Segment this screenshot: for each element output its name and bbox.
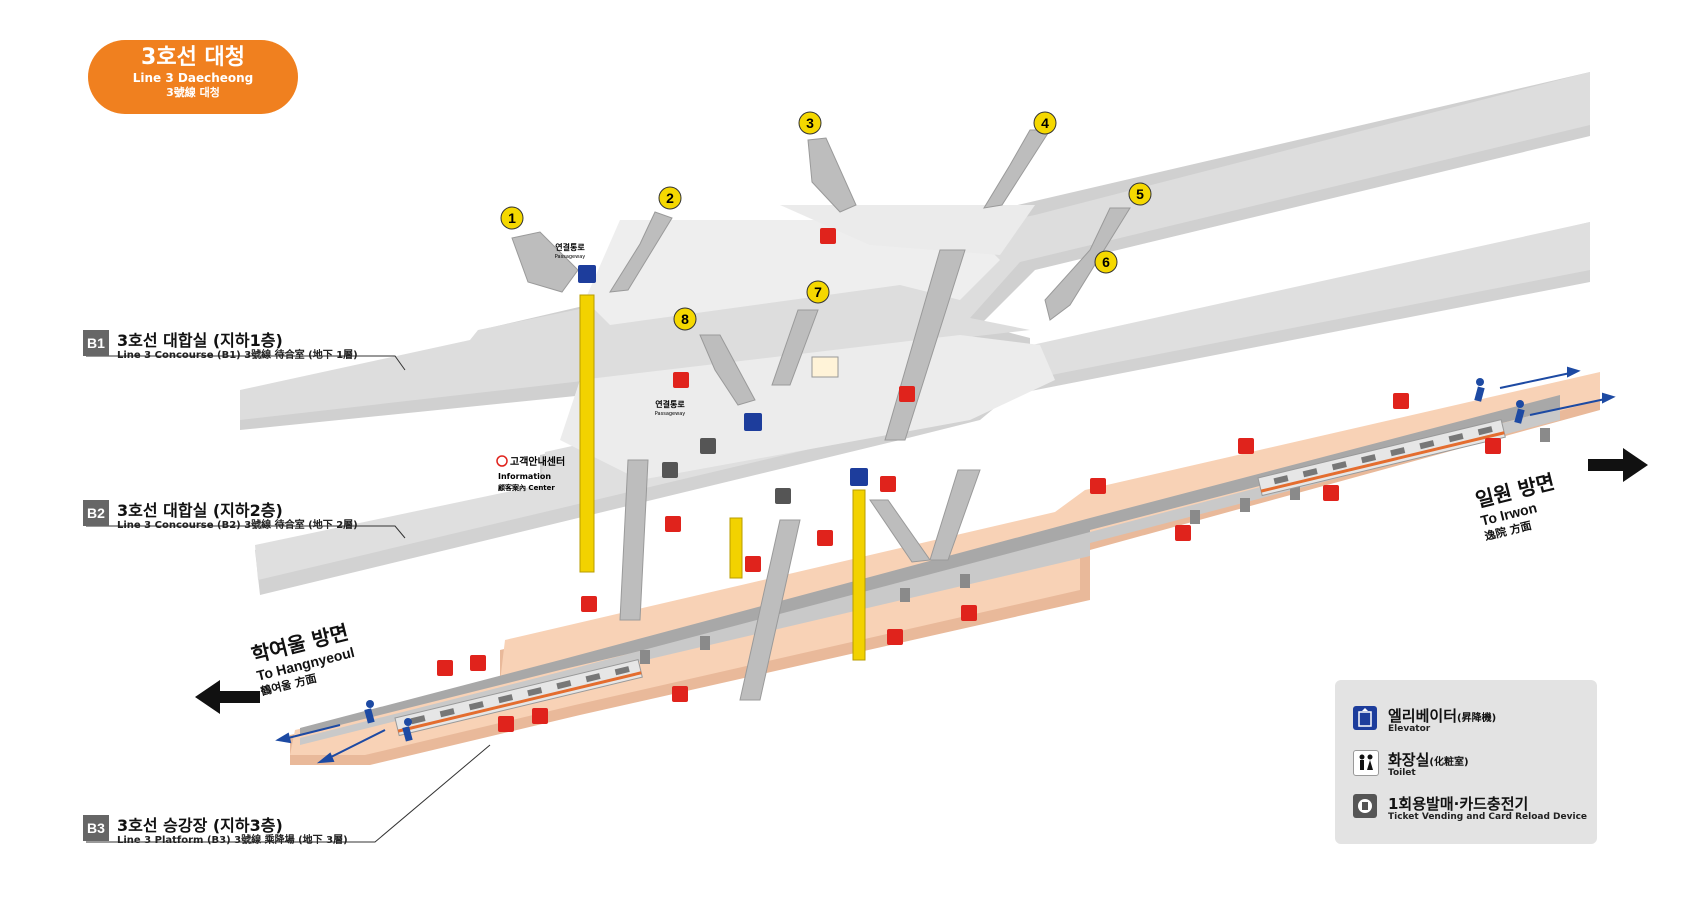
exit-badge-6: 6	[1094, 250, 1118, 274]
svg-text:4: 4	[1041, 115, 1049, 131]
train-left	[394, 659, 643, 737]
station-name-ko: 3호선 대청	[141, 45, 245, 70]
info-label-en: Information	[498, 472, 551, 481]
svg-text:8: 8	[681, 311, 689, 327]
svg-text:6: 6	[1102, 254, 1110, 270]
floor-leader-lines	[86, 355, 491, 843]
floor-sub-b2: Line 3 Concourse (B2) 3號線 待合室 (地下 2層)	[117, 520, 358, 531]
svg-text:1: 1	[508, 210, 516, 226]
walker-icons	[364, 378, 1525, 742]
legend-elevator-hanja: (昇降機)	[1457, 713, 1497, 724]
direction-arrows	[195, 366, 1648, 764]
floor-tag-b3: B3	[83, 815, 109, 841]
legend: 엘리베이터(昇降機) Elevator 화장실(化粧室) Toilet 1회용발…	[1335, 680, 1597, 844]
arrow-right-icon	[1588, 448, 1648, 482]
station-badge: 3호선 대청 Line 3 Daecheong 3號線 대청	[88, 40, 298, 114]
svg-text:7: 7	[814, 284, 822, 300]
floor-name-b1: 3호선 대합실 (지하1층)	[117, 331, 283, 350]
station-name-hanja: 3號線 대청	[166, 86, 220, 99]
ticket-machine-icon	[1353, 794, 1377, 818]
exit-badge-5: 5	[1128, 182, 1152, 206]
toilet-icon	[1353, 750, 1379, 776]
elevator-signs	[578, 265, 868, 486]
exit-badge-3: 3	[798, 111, 822, 135]
floor-sub-b3: Line 3 Platform (B3) 3號線 乘降場 (地下 3層)	[117, 835, 348, 846]
exit-stairs	[511, 129, 1131, 701]
floor-name-b2: 3호선 대합실 (지하2층)	[117, 501, 283, 520]
exit-badge-8: 8	[673, 307, 697, 331]
legend-elevator-en: Elevator	[1388, 724, 1431, 734]
svg-text:3: 3	[806, 115, 814, 131]
emergency-markers	[437, 228, 1501, 732]
exit-badges: 1 2 3 4 5 6 7 8	[500, 111, 1152, 331]
svg-text:5: 5	[1136, 186, 1144, 202]
passage-label-1-en: Passageway	[555, 254, 586, 260]
elevator-shafts	[579, 294, 866, 661]
passage-label-2: 연결통로	[655, 399, 685, 409]
legend-ticket-en: Ticket Vending and Card Reload Device	[1388, 812, 1588, 822]
info-label: 고객안내센터	[510, 455, 565, 468]
info-icon	[496, 455, 508, 467]
legend-toilet-en: Toilet	[1388, 768, 1416, 778]
legend-toilet-hanja: (化粧室)	[1429, 757, 1469, 768]
floor-sub-b1: Line 3 Concourse (B1) 3號線 待合室 (地下 1層)	[117, 350, 358, 361]
legend-toilet-ko: 화장실	[1388, 751, 1430, 769]
station-name-en: Line 3 Daecheong	[132, 71, 254, 85]
elevator-icon	[1353, 706, 1377, 730]
arrow-left-icon	[195, 680, 260, 714]
exit-badge-1: 1	[500, 206, 524, 230]
exit-badge-7: 7	[806, 280, 830, 304]
floor-tag-b2: B2	[83, 500, 109, 526]
exit-badge-4: 4	[1033, 111, 1057, 135]
ticket-machines	[662, 438, 791, 504]
passage-label-1: 연결통로	[555, 242, 585, 252]
passage-label-2-en: Passageway	[655, 411, 686, 417]
exit-badge-2: 2	[658, 186, 682, 210]
b1-concourse	[240, 72, 1590, 430]
svg-text:2: 2	[666, 190, 674, 206]
info-label-hanja: 顧客案內 Center	[498, 483, 555, 492]
legend-elevator-ko: 엘리베이터	[1388, 707, 1458, 725]
floor-name-b3: 3호선 승강장 (지하3층)	[117, 816, 283, 835]
floor-tag-b1: B1	[83, 330, 109, 356]
legend-ticket-ko: 1회용발매·카드충전기	[1388, 795, 1529, 813]
train-right	[1257, 419, 1506, 497]
